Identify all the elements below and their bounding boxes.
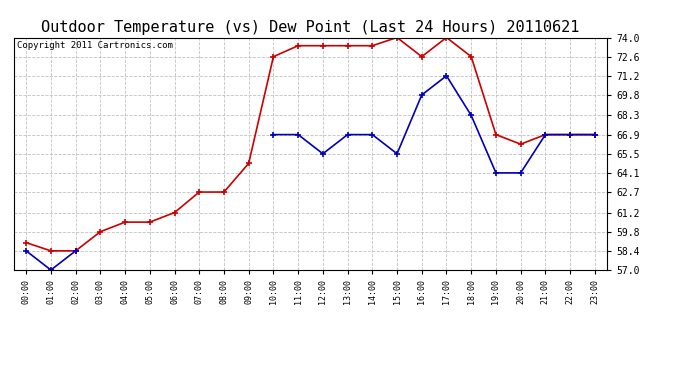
Title: Outdoor Temperature (vs) Dew Point (Last 24 Hours) 20110621: Outdoor Temperature (vs) Dew Point (Last… xyxy=(41,20,580,35)
Text: Copyright 2011 Cartronics.com: Copyright 2011 Cartronics.com xyxy=(17,41,172,50)
